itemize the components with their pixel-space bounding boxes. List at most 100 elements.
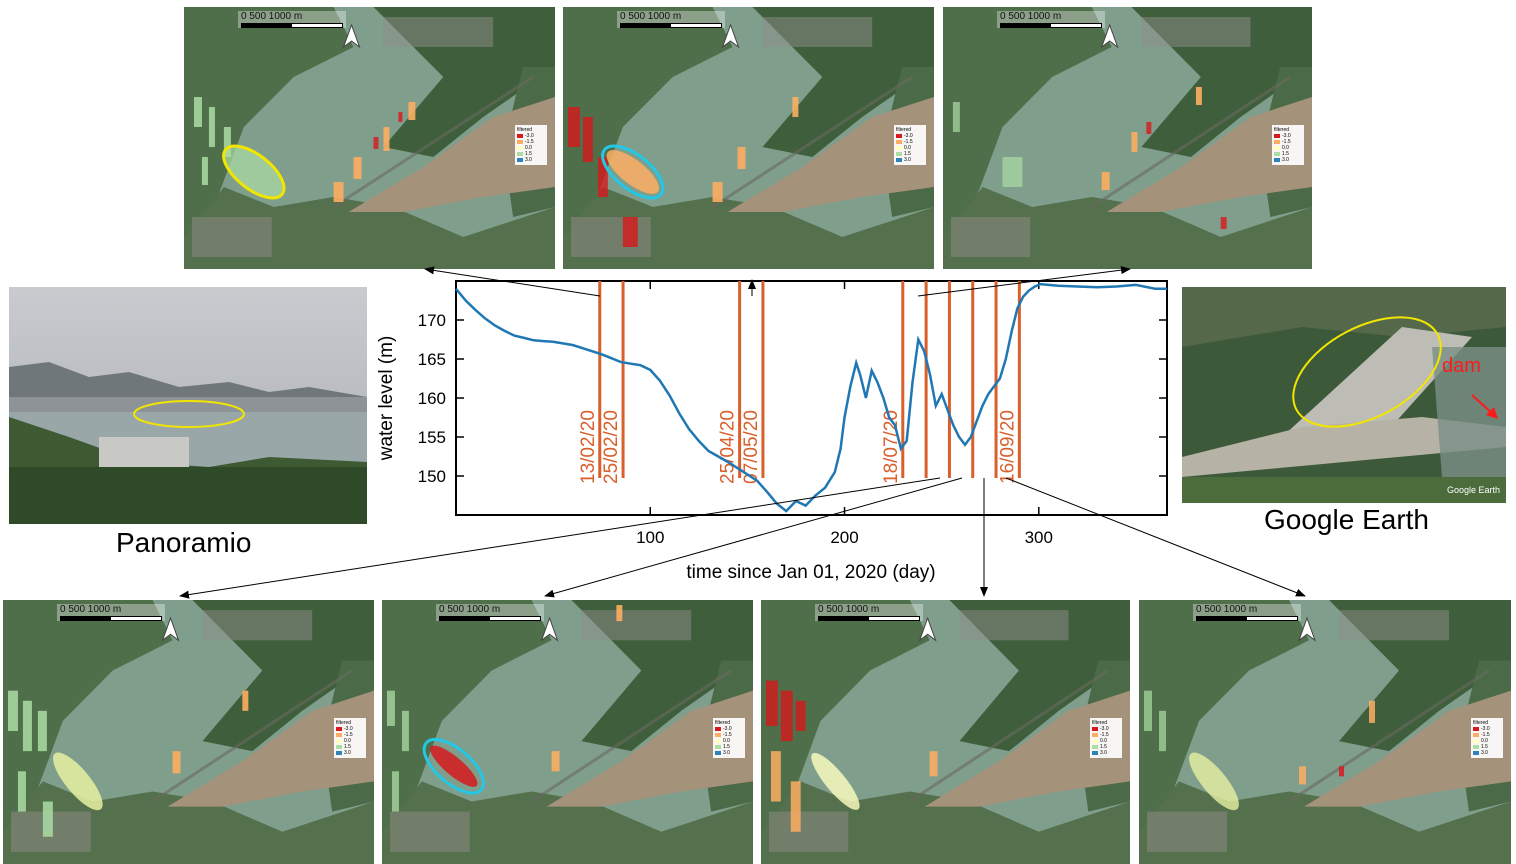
satellite-map: [382, 600, 753, 864]
highlight-ellipse-yellow: [222, 144, 286, 200]
highlight-ellipse-yellow: [1292, 316, 1442, 428]
legend-entry: -1.5: [1092, 732, 1120, 738]
map-panel-top-1: 0 500 1000 m filtered -3.0 -1.5 0.0 1.5 3.0: [184, 7, 555, 269]
scale-bar: 0 500 1000 m: [57, 604, 165, 621]
north-arrow-icon: [721, 23, 740, 49]
legend-entry: 3.0: [896, 157, 924, 163]
legend-title: filtered: [517, 127, 533, 133]
scale-bar: 0 500 1000 m: [997, 11, 1105, 28]
y-tick-label: 150: [418, 467, 446, 486]
legend-entry: -3.0: [517, 133, 545, 139]
legend-entry: -1.5: [517, 139, 545, 145]
map-panel-top-3: 0 500 1000 m filtered -3.0 -1.5 0.0 1.5 3.0: [943, 7, 1312, 269]
satellite-map: [184, 7, 555, 269]
plot-area: [455, 280, 1168, 516]
north-arrow-icon: [161, 616, 180, 642]
y-tick-label: 155: [418, 428, 446, 447]
date-marker-label: 25/04/20: [718, 410, 739, 484]
map-legend: filtered -3.0 -1.5 0.0 1.5 3.0: [894, 125, 926, 165]
legend-entry: -3.0: [1274, 133, 1302, 139]
highlight-ellipse-yellow: [133, 400, 245, 428]
connector-arrow: [917, 266, 1131, 297]
north-arrow-icon: [1297, 616, 1317, 642]
dam-label: dam: [1442, 355, 1481, 377]
google-earth-caption: Google Earth: [1264, 504, 1429, 535]
north-arrow-icon: [342, 23, 361, 49]
water-level-series: [455, 282, 1167, 513]
y-tick-label: 160: [418, 389, 446, 408]
connector-arrow: [544, 477, 963, 598]
north-arrow-icon: [1100, 23, 1119, 49]
connector-arrows: [179, 266, 1306, 599]
legend-entry: 3.0: [715, 750, 743, 756]
scale-bar: 0 500 1000 m: [1193, 604, 1301, 621]
legend-entry: 0.0: [1473, 738, 1501, 744]
legend-entry: -3.0: [896, 133, 924, 139]
satellite-map: [943, 7, 1312, 269]
satellite-map: [563, 7, 934, 269]
google-earth-watermark: Google Earth: [1446, 485, 1500, 495]
legend-entry: 1.5: [1092, 744, 1120, 750]
legend-title: filtered: [336, 720, 352, 726]
x-tick-label: 100: [636, 528, 664, 547]
scale-bar: 0 500 1000 m: [815, 604, 923, 621]
panoramio-photo: [9, 287, 367, 524]
satellite-map: [3, 600, 374, 864]
map-legend: filtered -3.0 -1.5 0.0 1.5 3.0: [1272, 125, 1304, 165]
map-panel-bottom-1: 0 500 1000 m filtered -3.0 -1.5 0.0 1.5 3.0: [3, 600, 374, 864]
scale-bar: 0 500 1000 m: [617, 11, 725, 28]
highlight-ellipse-cyan: [422, 737, 485, 795]
satellite-map: [1139, 600, 1511, 864]
y-axis-label: water level (m): [376, 336, 397, 462]
highlight-ellipse-cyan: [601, 144, 665, 200]
legend-entry: 3.0: [336, 750, 364, 756]
panoramio-caption: Panoramio: [116, 527, 252, 558]
map-panel-bottom-4: 0 500 1000 m filtered -3.0 -1.5 0.0 1.5 3.0: [1139, 600, 1511, 864]
legend-entry: 3.0: [1473, 750, 1501, 756]
legend-entry: 3.0: [517, 157, 545, 163]
legend-entry: 0.0: [336, 738, 364, 744]
legend-entry: 0.0: [1092, 738, 1120, 744]
north-arrow-icon: [918, 616, 937, 642]
map-legend: filtered -3.0 -1.5 0.0 1.5 3.0: [334, 718, 366, 758]
x-tick-label: 200: [830, 528, 858, 547]
legend-title: filtered: [1092, 720, 1108, 726]
connector-arrow: [424, 266, 601, 297]
legend-entry: -1.5: [336, 732, 364, 738]
y-tick-label: 170: [418, 311, 446, 330]
map-legend: filtered -3.0 -1.5 0.0 1.5 3.0: [1471, 718, 1503, 758]
legend-entry: -3.0: [336, 726, 364, 732]
legend-entry: 1.5: [715, 744, 743, 750]
legend-entry: -3.0: [1092, 726, 1120, 732]
legend-entry: 3.0: [1092, 750, 1120, 756]
legend-entry: 0.0: [715, 738, 743, 744]
north-arrow-icon: [540, 616, 559, 642]
legend-entry: 0.0: [1274, 145, 1302, 151]
date-marker-label: 16/09/20: [997, 410, 1018, 484]
map-legend: filtered -3.0 -1.5 0.0 1.5 3.0: [1090, 718, 1122, 758]
date-marker-label: 13/02/20: [578, 410, 599, 484]
legend-entry: 1.5: [1274, 151, 1302, 157]
x-axis-label: time since Jan 01, 2020 (day): [686, 562, 935, 583]
legend-entry: 1.5: [336, 744, 364, 750]
connector-arrow: [1005, 477, 1306, 597]
legend-title: filtered: [1473, 720, 1489, 726]
legend-entry: -1.5: [1274, 139, 1302, 145]
satellite-map: [761, 600, 1130, 864]
scale-bar: 0 500 1000 m: [238, 11, 346, 28]
x-tick-label: 300: [1025, 528, 1053, 547]
legend-entry: -1.5: [715, 732, 743, 738]
legend-entry: 0.0: [896, 145, 924, 151]
map-panel-bottom-3: 0 500 1000 m filtered -3.0 -1.5 0.0 1.5 3.0: [761, 600, 1130, 864]
legend-title: filtered: [896, 127, 912, 133]
legend-entry: 1.5: [517, 151, 545, 157]
legend-entry: -3.0: [1473, 726, 1501, 732]
legend-entry: -3.0: [715, 726, 743, 732]
legend-entry: 3.0: [1274, 157, 1302, 163]
date-marker-label: 07/05/20: [741, 410, 762, 484]
legend-title: filtered: [1274, 127, 1290, 133]
map-panel-top-2: 0 500 1000 m filtered -3.0 -1.5 0.0 1.5 3.0: [563, 7, 934, 269]
date-marker-label: 25/02/20: [601, 410, 622, 484]
legend-entry: -1.5: [1473, 732, 1501, 738]
scale-bar: 0 500 1000 m: [436, 604, 544, 621]
